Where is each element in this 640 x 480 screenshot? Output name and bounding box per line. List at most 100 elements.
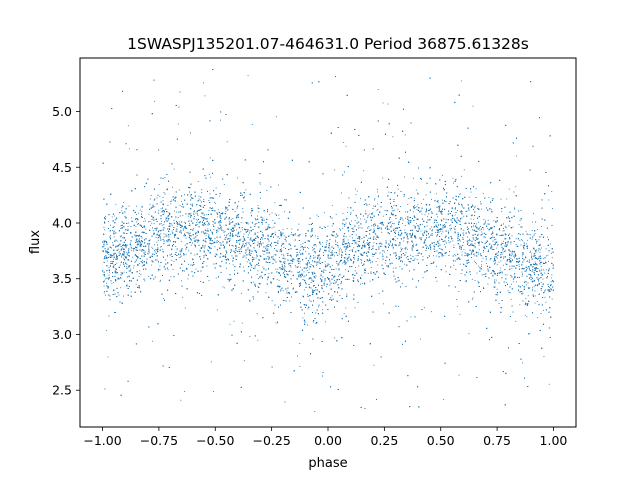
data-point [143,232,144,234]
data-point [529,237,531,239]
data-point [461,206,463,208]
data-point [245,244,247,246]
data-point [198,198,200,200]
data-point [523,268,525,269]
data-point [289,300,291,302]
data-point [508,188,510,190]
data-point [180,256,181,258]
data-point [410,254,412,256]
data-point [205,235,207,237]
data-point [407,203,409,205]
data-point [487,227,489,229]
data-point [471,278,473,280]
data-point [475,225,477,227]
data-point [419,338,421,340]
data-point [179,254,181,256]
data-point [267,238,269,240]
data-point [368,213,370,215]
data-point [298,272,300,273]
data-point [396,237,398,239]
data-point [126,251,128,253]
data-point [473,218,475,220]
data-point [239,240,241,242]
data-point [250,264,251,266]
data-point [395,255,396,257]
data-point [213,210,215,212]
data-point [248,230,250,232]
data-point [359,239,361,241]
data-point [404,263,406,265]
data-point [108,253,110,255]
data-point [217,216,218,218]
data-point [119,250,121,252]
data-point [322,276,324,278]
data-point [544,296,546,298]
data-point [138,263,140,264]
data-point [331,225,333,227]
data-point [361,246,363,248]
data-point [120,287,122,289]
data-point [416,206,418,208]
data-point [135,218,137,219]
data-point [243,255,245,257]
data-point [538,239,540,241]
data-point [436,227,438,228]
data-point [536,301,538,303]
data-point [251,266,253,268]
data-point [179,225,181,226]
data-point [359,244,361,246]
data-point [160,223,162,224]
data-point [209,157,211,159]
data-point [104,291,105,292]
data-point [214,246,216,248]
data-point [281,251,282,253]
data-point [192,264,194,266]
data-point [436,235,437,237]
data-point [263,274,265,276]
data-point [378,243,380,245]
data-point [208,280,210,282]
data-point [173,219,175,221]
data-point [536,317,538,319]
data-point [167,204,169,206]
data-point [230,218,232,220]
data-point [357,236,359,238]
data-point [189,224,191,226]
data-point [140,274,142,275]
data-point [368,248,370,250]
data-point [163,192,165,193]
data-point [223,230,225,232]
data-point [104,256,105,258]
data-point [115,218,117,220]
data-point [377,228,379,230]
data-point [195,268,197,270]
data-point [105,330,107,332]
data-point [531,255,533,257]
data-point [190,203,191,205]
data-point [259,182,261,184]
data-point [263,219,265,221]
data-point [229,217,230,219]
data-point [343,142,345,144]
data-point [376,188,378,190]
data-point [241,292,242,294]
data-point [337,246,339,248]
data-point [463,242,464,243]
data-point [506,274,508,276]
data-point [494,258,496,260]
data-point [540,282,542,283]
data-point [438,243,440,244]
data-point [454,214,456,216]
data-point [347,207,349,209]
data-point [468,196,470,198]
data-point [156,197,158,199]
data-point [308,268,310,270]
data-point [474,230,476,232]
data-point [456,222,458,224]
data-point [203,232,205,234]
data-point [472,229,473,231]
data-point [500,254,502,256]
data-point [326,265,328,267]
data-point [296,267,298,268]
data-point [315,289,317,291]
